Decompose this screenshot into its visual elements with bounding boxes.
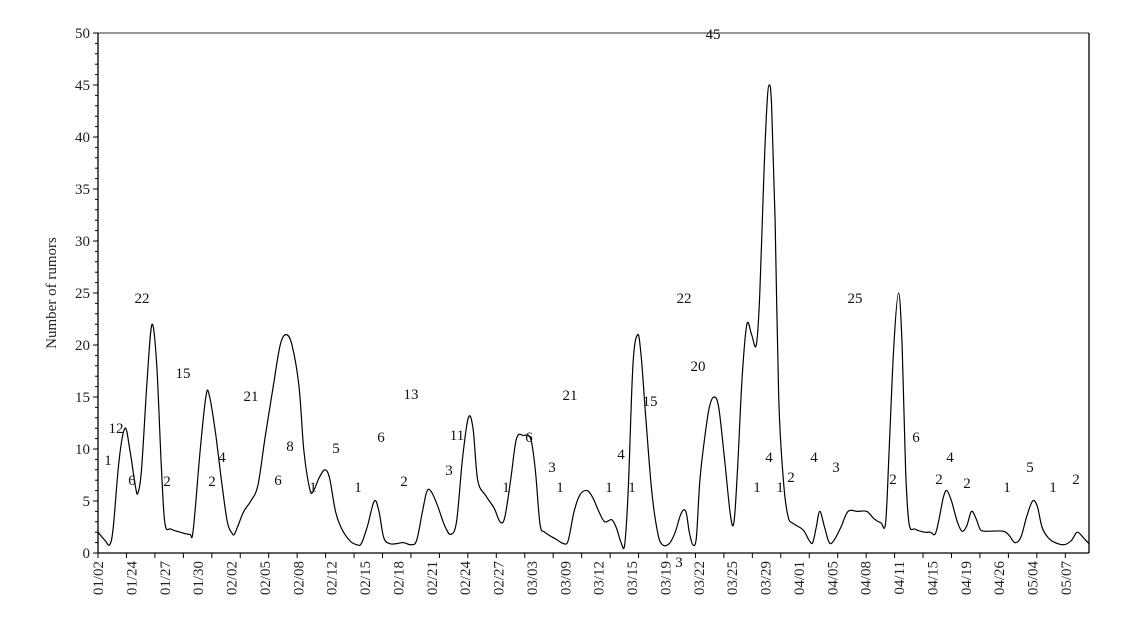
data-point-label: 1: [1049, 480, 1057, 496]
data-point-label: 3: [445, 463, 453, 479]
data-point-label: 1: [309, 480, 317, 496]
data-point-label: 22: [135, 291, 150, 307]
x-tick-label: 04/01: [792, 561, 808, 595]
y-tick-label: 30: [75, 234, 90, 250]
data-point-label: 22: [677, 291, 692, 307]
x-tick-label: 02/24: [458, 561, 474, 596]
data-point-label: 8: [286, 439, 294, 455]
x-tick-label: 03/12: [592, 561, 608, 595]
y-tick-label: 50: [75, 26, 90, 42]
data-point-label: 45: [706, 27, 721, 43]
data-point-label: 2: [935, 472, 943, 488]
data-point-label: 15: [643, 394, 658, 410]
x-tick-label: 04/19: [959, 561, 975, 595]
data-point-label: 4: [946, 450, 954, 466]
data-point-label: 21: [244, 389, 259, 405]
data-point-label: 25: [848, 291, 863, 307]
y-tick-label: 25: [75, 286, 90, 302]
data-point-label: 4: [617, 447, 625, 463]
x-tick-label: 03/03: [525, 561, 541, 595]
data-point-label: 3: [548, 460, 556, 476]
data-point-label: 4: [765, 450, 773, 466]
x-tick-label: 03/22: [692, 561, 708, 595]
data-point-label: 2: [787, 470, 795, 486]
y-tick-label: 20: [75, 338, 90, 354]
data-point-label: 2: [1072, 472, 1080, 488]
x-axis-ticks: 01/02 01/24 01/27 01/30 02/02 02/05 02/08 02/12…: [91, 553, 1075, 595]
data-point-label: 20: [691, 359, 706, 375]
data-point-label: 3: [675, 555, 683, 571]
x-tick-label: 05/04: [1026, 561, 1042, 596]
data-point-label: 1: [605, 480, 613, 496]
data-point-label: 3: [832, 460, 840, 476]
x-tick-label: 02/02: [225, 561, 241, 595]
data-point-label: 12: [109, 421, 124, 437]
x-tick-label: 05/07: [1059, 561, 1075, 596]
data-point-label: 5: [1026, 460, 1034, 476]
y-tick-label: 5: [83, 494, 91, 510]
data-point-label: 4: [218, 450, 226, 466]
x-tick-label: 01/02: [91, 561, 107, 595]
data-point-label: 15: [176, 366, 191, 382]
data-point-label: 13: [404, 387, 419, 403]
data-point-label: 1: [628, 480, 636, 496]
x-tick-label: 02/08: [291, 561, 307, 595]
data-point-label: 6: [912, 430, 920, 446]
y-tick-label: 40: [75, 130, 90, 146]
x-tick-label: 03/25: [725, 561, 741, 595]
data-labels: 1126222152421681516213311163121141153222…: [104, 27, 1080, 571]
data-point-label: 6: [525, 430, 533, 446]
data-point-label: 4: [810, 450, 818, 466]
rumor-count-line: [97, 84, 1090, 550]
data-point-label: 11: [450, 428, 464, 444]
x-tick-label: 02/18: [391, 561, 407, 595]
x-tick-label: 04/05: [825, 561, 841, 595]
y-tick-label: 35: [75, 182, 90, 198]
x-tick-label: 03/29: [759, 561, 775, 595]
x-tick-label: 03/19: [658, 561, 674, 595]
y-tick-label: 10: [75, 442, 90, 458]
data-point-label: 2: [963, 476, 971, 492]
data-point-label: 6: [274, 473, 282, 489]
y-tick-label: 45: [75, 78, 90, 94]
data-point-label: 2: [889, 472, 897, 488]
x-tick-label: 04/08: [859, 561, 875, 595]
data-point-label: 5: [332, 441, 340, 457]
data-point-label: 1: [502, 480, 510, 496]
data-point-label: 6: [377, 430, 385, 446]
x-tick-label: 02/21: [425, 561, 441, 595]
x-tick-label: 02/05: [258, 561, 274, 595]
x-tick-label: 02/12: [325, 561, 341, 595]
data-point-label: 6: [128, 473, 136, 489]
y-axis-ticks: 0 5 10 15 20 25 30 35 40 45 50: [75, 26, 98, 562]
data-point-label: 1: [776, 480, 784, 496]
x-tick-label: 04/26: [992, 561, 1008, 596]
x-tick-label: 03/09: [558, 561, 574, 595]
data-point-label: 21: [563, 388, 578, 404]
x-tick-label: 01/30: [191, 561, 207, 595]
data-point-label: 1: [753, 480, 761, 496]
x-tick-label: 02/15: [358, 561, 374, 595]
data-point-label: 1: [1003, 480, 1011, 496]
data-point-label: 1: [104, 453, 112, 469]
y-axis-title: Number of rumors: [44, 237, 60, 349]
data-point-label: 1: [556, 480, 564, 496]
data-point-label: 2: [400, 474, 408, 490]
data-point-label: 1: [354, 480, 362, 496]
x-tick-label: 01/24: [124, 561, 140, 596]
x-tick-label: 03/15: [625, 561, 641, 595]
y-tick-label: 15: [75, 390, 90, 406]
x-tick-label: 04/11: [892, 561, 908, 595]
data-point-label: 2: [163, 474, 171, 490]
data-point-label: 2: [208, 474, 216, 490]
x-tick-label: 01/27: [158, 561, 174, 596]
x-tick-label: 04/15: [925, 561, 941, 595]
x-tick-label: 02/27: [492, 561, 508, 596]
y-tick-label: 0: [83, 546, 91, 562]
